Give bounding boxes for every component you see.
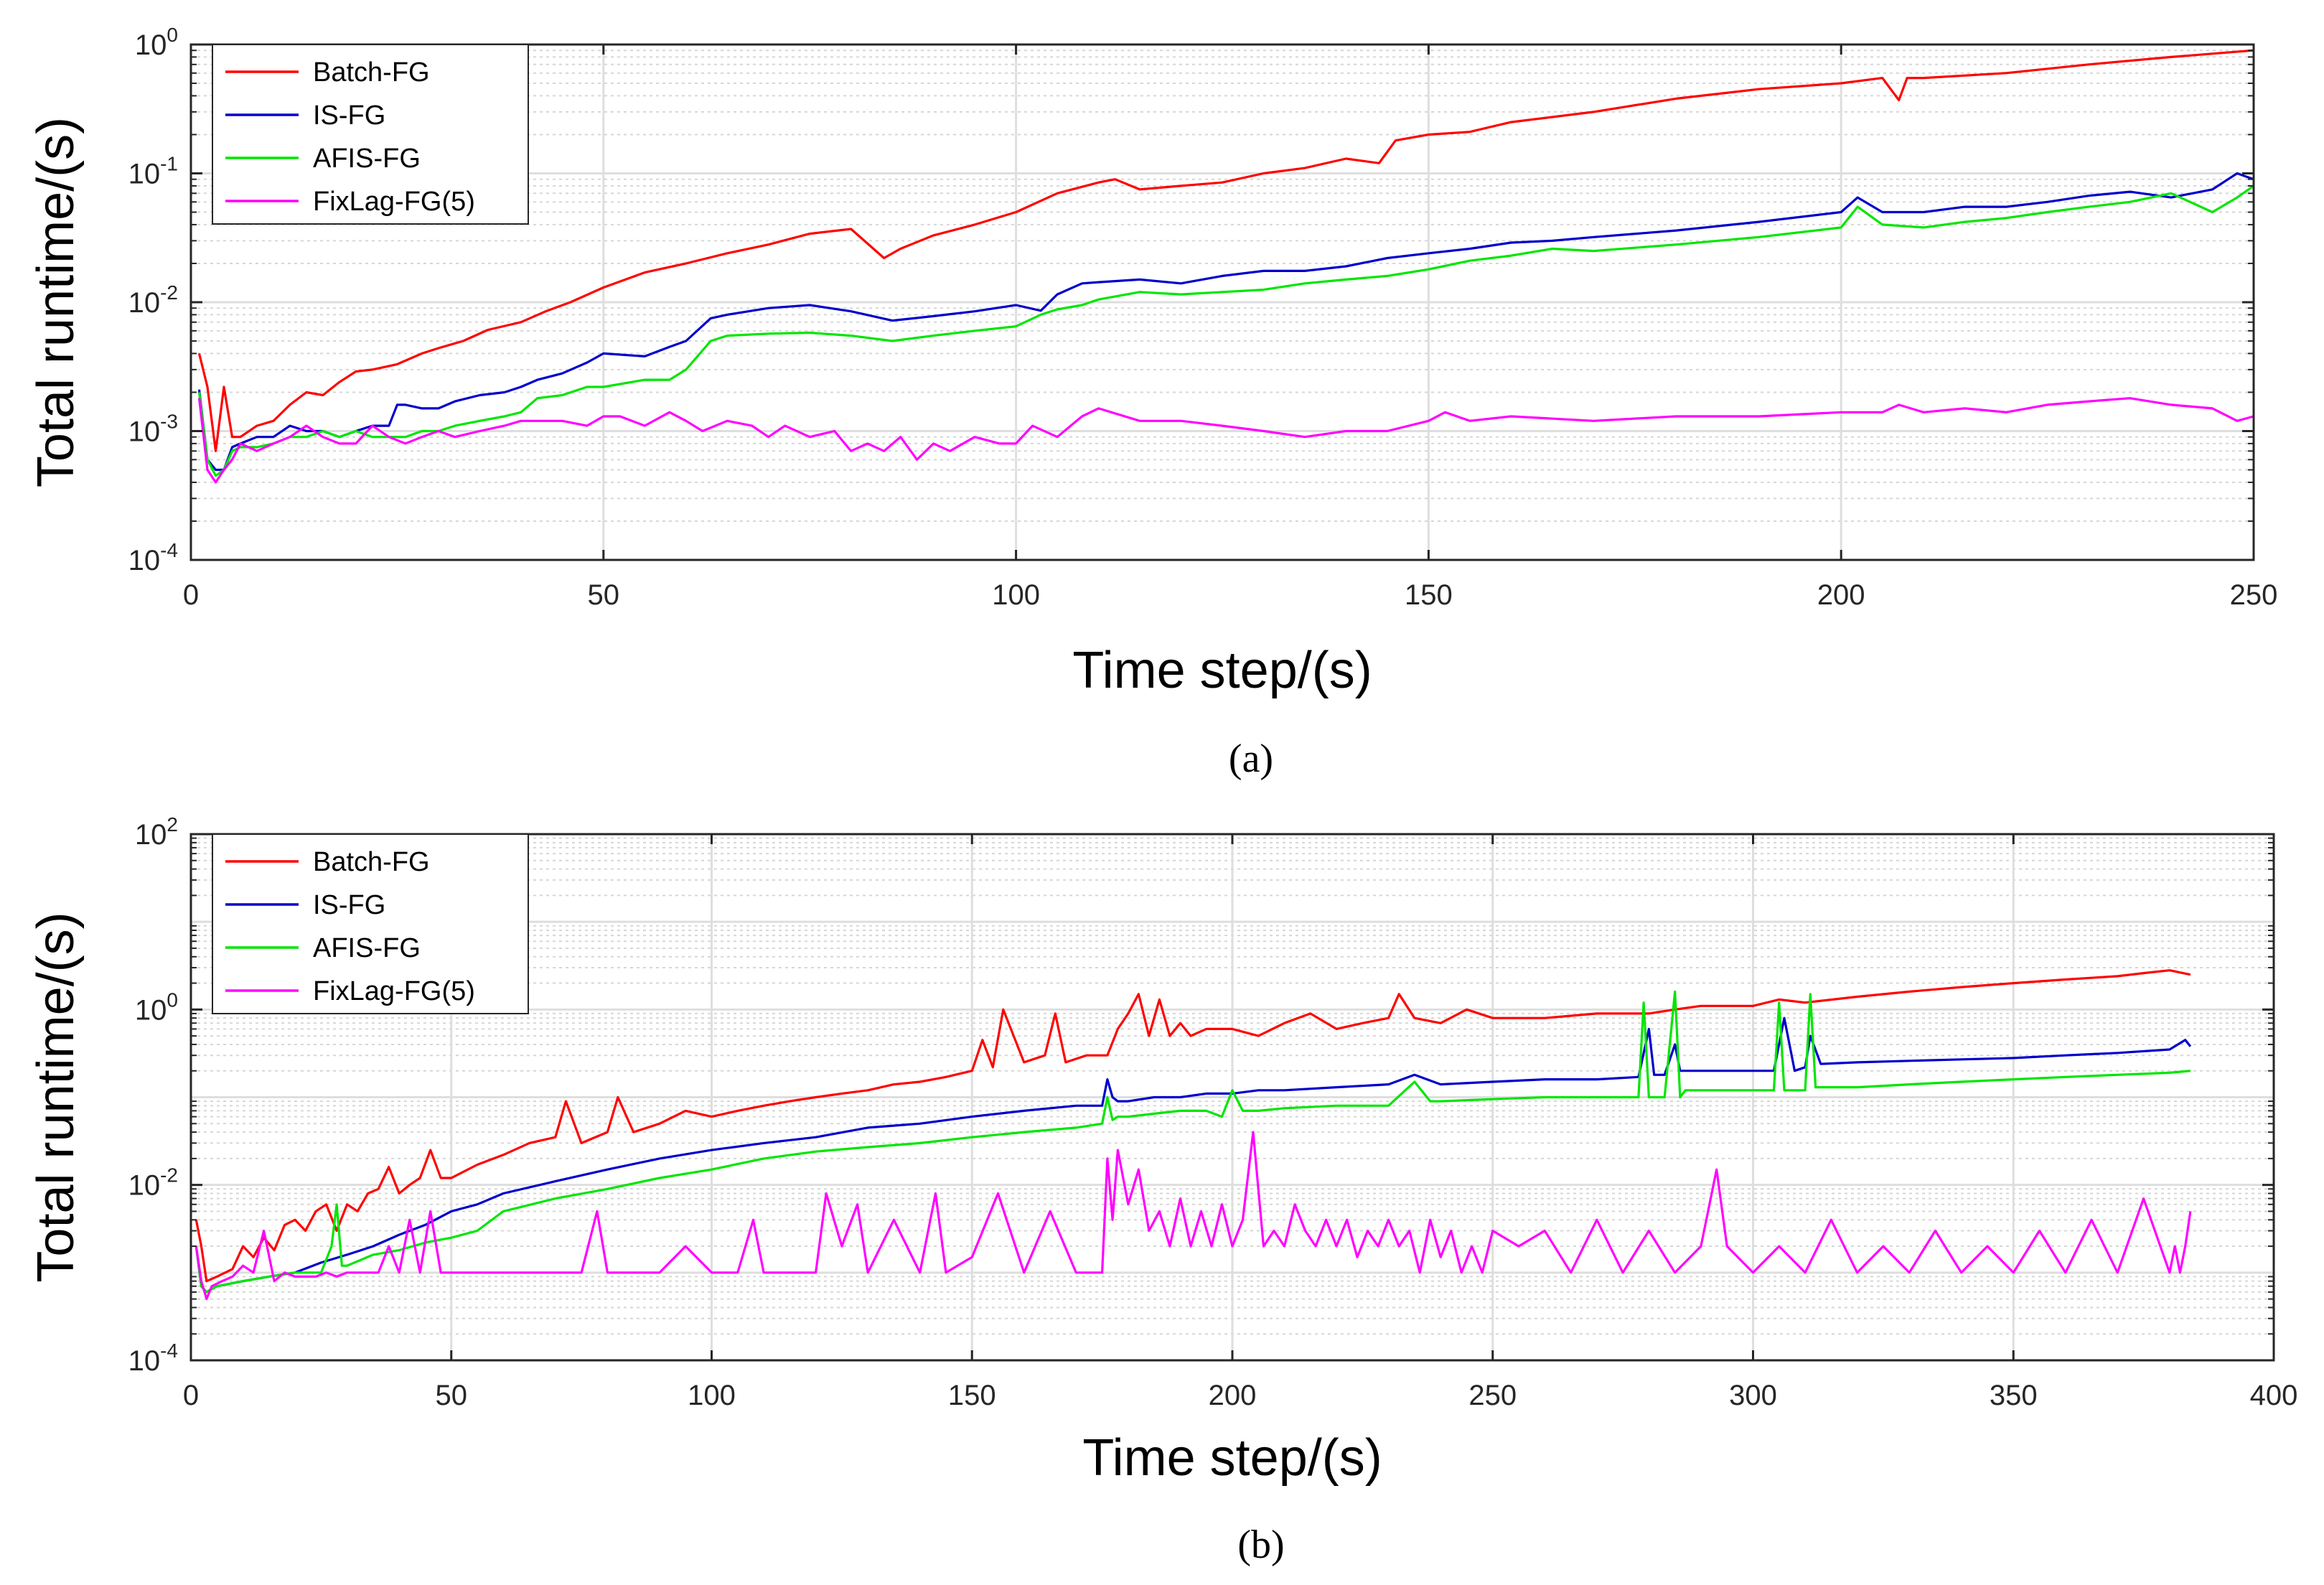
- x-tick-label: 200: [1817, 579, 1865, 611]
- x-tick-label: 100: [688, 1380, 736, 1411]
- x-tick-label: 50: [436, 1380, 468, 1411]
- legend-entry: IS-FG: [313, 100, 385, 131]
- x-tick-label: 250: [2230, 579, 2278, 611]
- x-tick-label: 0: [183, 1380, 199, 1411]
- series-line-fixlag-fg-5-: [197, 397, 2254, 484]
- y-tick-label: 10-4: [128, 1339, 178, 1377]
- x-axis-label: Time step/(s): [1072, 642, 1372, 699]
- figure-caption: (a): [1229, 737, 1273, 781]
- x-tick-label: 50: [588, 579, 620, 611]
- legend: Batch-FG IS-FG AFIS-FG FixLag-FG(5): [212, 833, 529, 1014]
- y-tick-label: 10-3: [128, 411, 178, 448]
- legend-entry: FixLag-FG(5): [313, 187, 475, 217]
- legend-entry: IS-FG: [313, 890, 385, 920]
- x-tick-label: 100: [992, 579, 1040, 611]
- chart-panel-a: 0 50 100 150 200 250 100 10-1 10-2 10-3 10-4 Time s…: [27, 24, 2277, 781]
- legend-box: [212, 44, 529, 225]
- y-axis-label: Total runtime/(s): [27, 117, 85, 487]
- figure-caption: (b): [1237, 1523, 1284, 1567]
- legend-entry: AFIS-FG: [313, 933, 421, 963]
- chart-panel-b: 0 50 100 150 200 250 300 350 400 102 100 10-2 10-4 Ti…: [27, 813, 2297, 1567]
- series-line-afis-fg: [195, 990, 2191, 1294]
- legend-entry: Batch-FG: [313, 57, 430, 88]
- y-tick-label: 10-2: [128, 1164, 178, 1202]
- legend-entry: Batch-FG: [313, 847, 430, 877]
- y-tick-label: 102: [135, 813, 178, 851]
- x-tick-label: 400: [2250, 1380, 2298, 1411]
- y-tick-label: 100: [135, 24, 178, 61]
- y-tick-label: 10-1: [128, 153, 178, 190]
- series-line-batch-fg: [195, 969, 2191, 1283]
- series-line-fixlag-fg-5-: [195, 1131, 2192, 1301]
- x-tick-label: 250: [1468, 1380, 1517, 1411]
- x-tick-label: 200: [1209, 1380, 1257, 1411]
- legend: Batch-FG IS-FG AFIS-FG FixLag-FG(5): [212, 44, 529, 225]
- series-line-afis-fg: [197, 184, 2254, 477]
- legend-entry: FixLag-FG(5): [313, 976, 475, 1006]
- series-line-batch-fg: [197, 49, 2254, 452]
- y-axis-label: Total runtime/(s): [27, 912, 85, 1282]
- x-tick-label: 300: [1729, 1380, 1777, 1411]
- y-tick-label: 10-4: [128, 539, 178, 576]
- legend-box: [212, 833, 529, 1014]
- y-tick-label: 100: [135, 988, 178, 1026]
- x-axis-label: Time step/(s): [1082, 1429, 1382, 1487]
- x-tick-label: 150: [948, 1380, 996, 1411]
- x-tick-label: 350: [1990, 1380, 2038, 1411]
- legend-entry: AFIS-FG: [313, 144, 421, 174]
- y-tick-label: 10-2: [128, 281, 178, 319]
- series-line-is-fg: [195, 1016, 2192, 1294]
- x-tick-label: 150: [1405, 579, 1453, 611]
- x-tick-label: 0: [183, 579, 199, 611]
